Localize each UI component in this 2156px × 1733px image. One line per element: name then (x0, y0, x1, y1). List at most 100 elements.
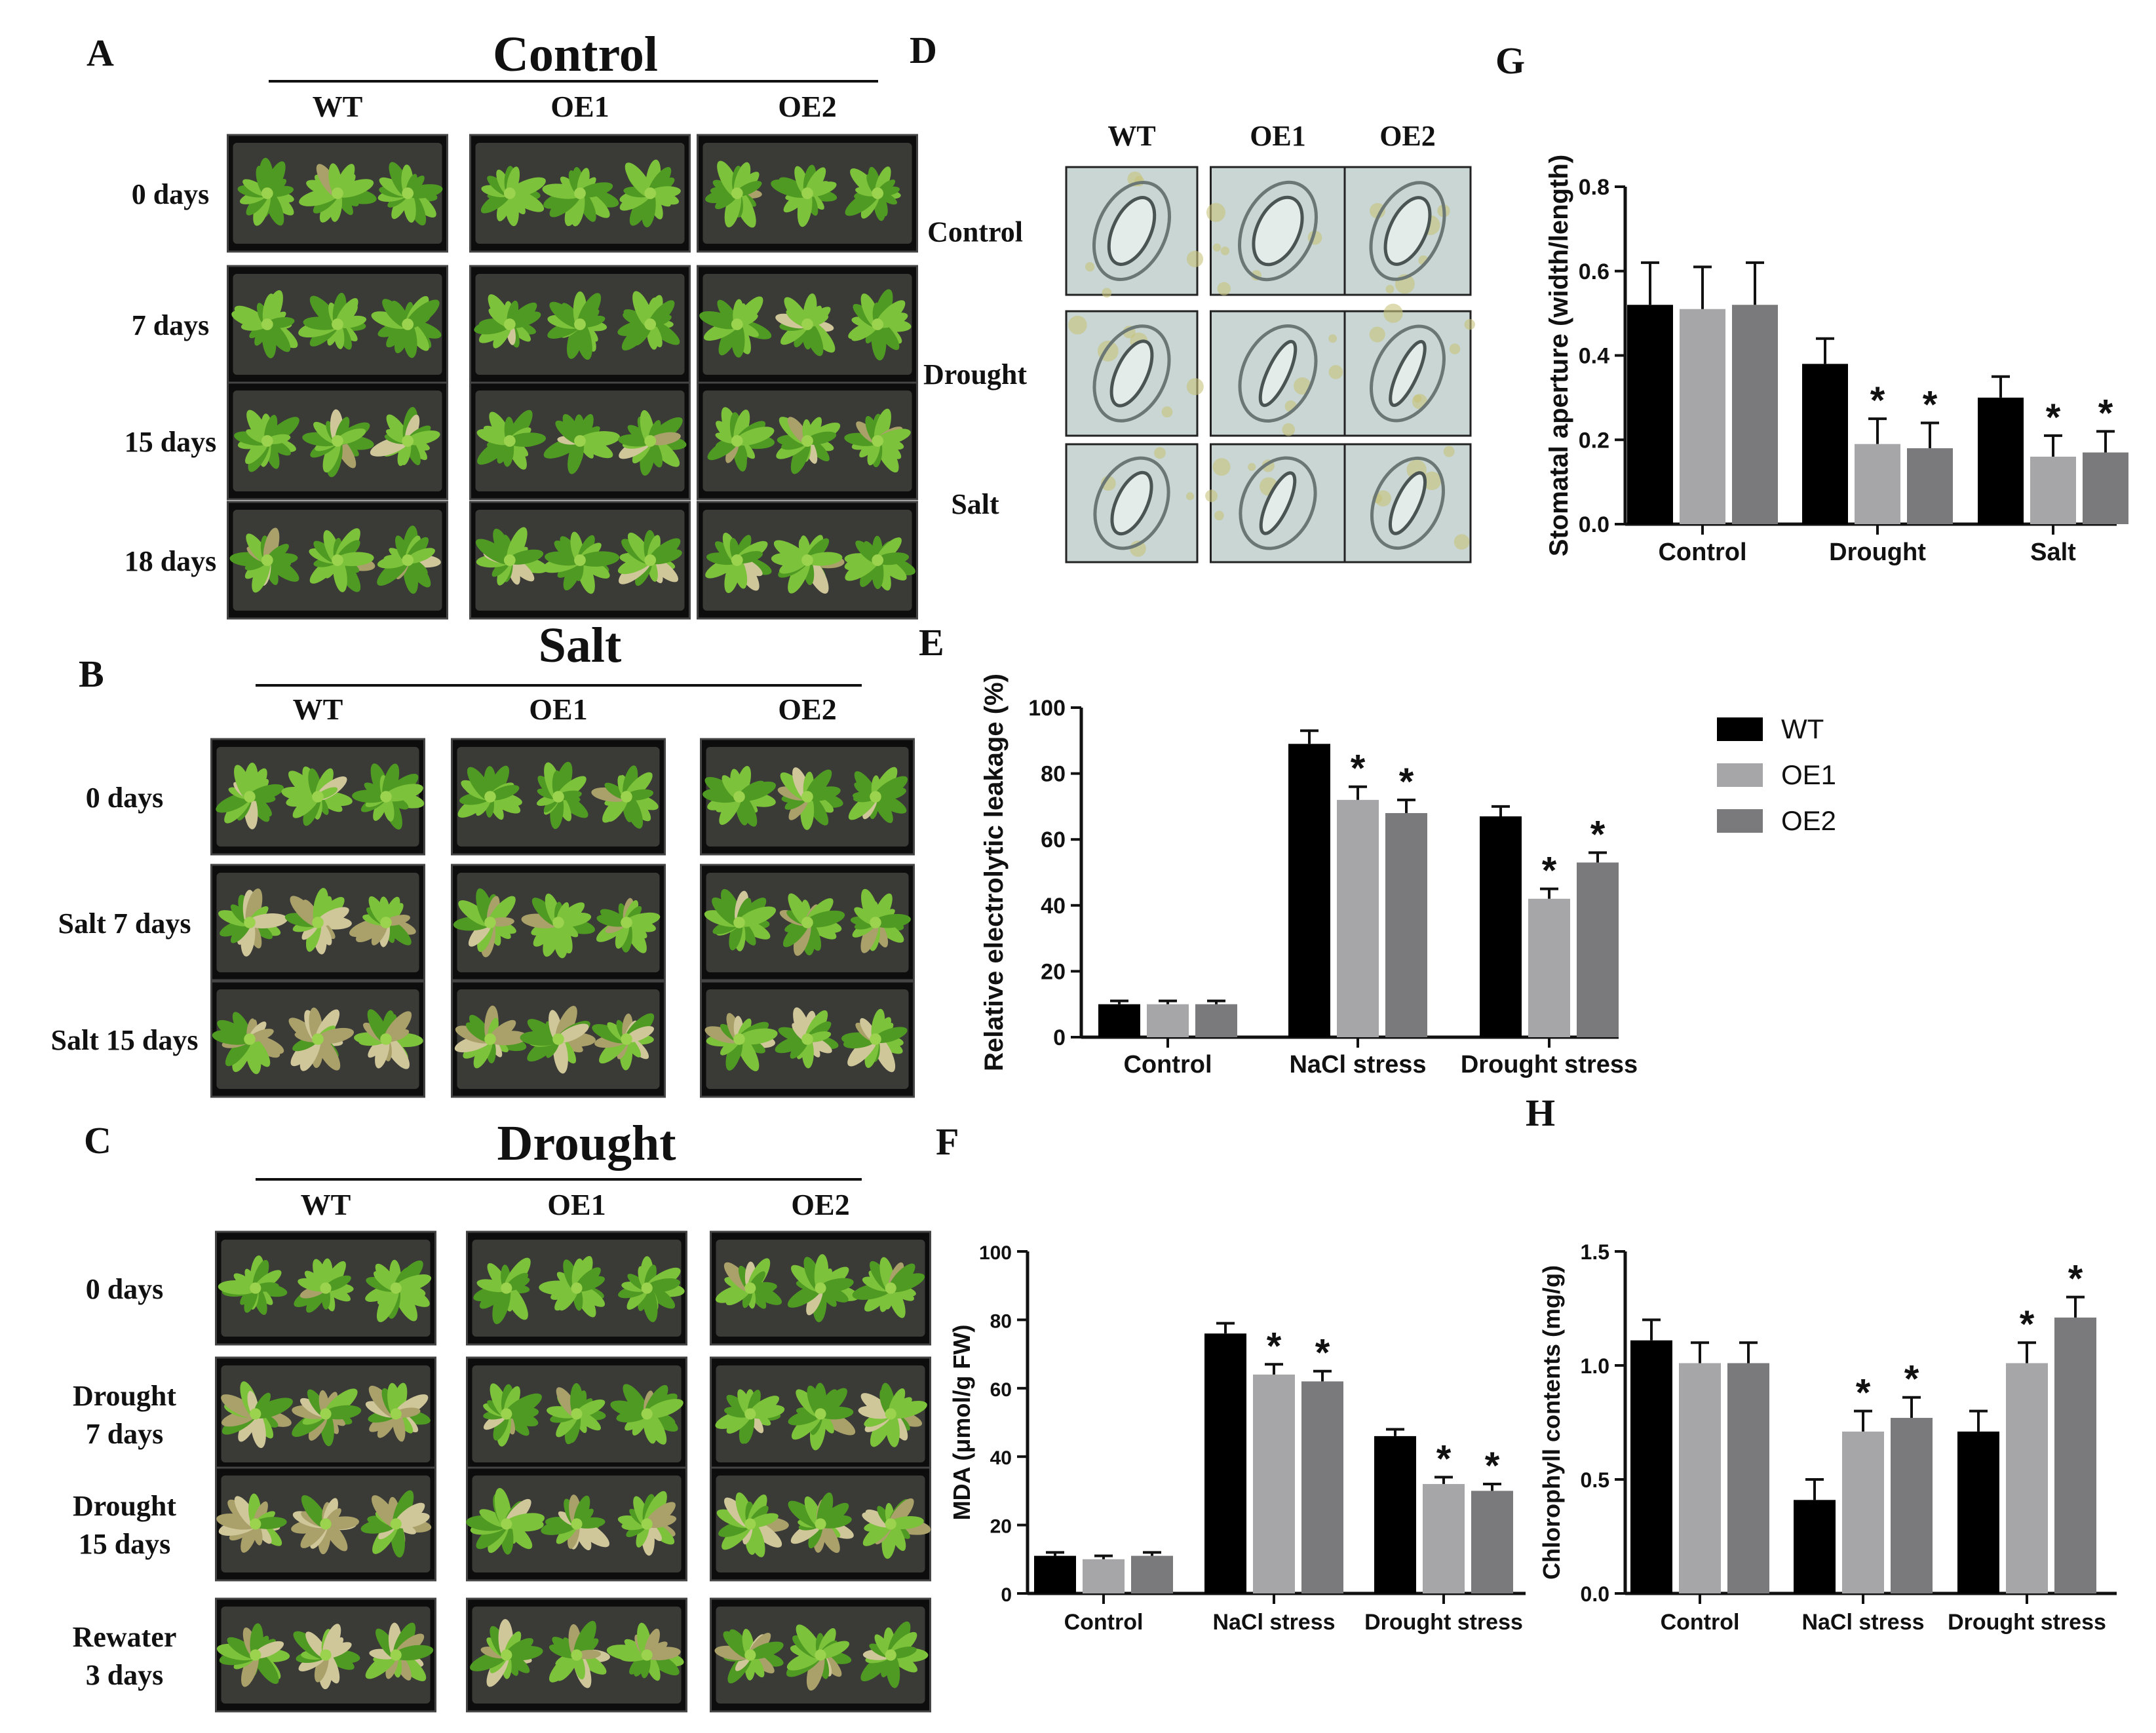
bar-wt (1957, 1431, 1999, 1593)
panel-d-micrograph (1205, 443, 1346, 563)
chloroplast-mark (1422, 471, 1442, 491)
y-tick-label: 40 (990, 1447, 1012, 1469)
stomatal-pore (1107, 196, 1157, 266)
rosette-center (731, 187, 743, 199)
panel-a-photo (697, 381, 918, 501)
chloroplast-mark (1186, 250, 1204, 267)
leaf-mark (508, 549, 544, 565)
x-tick-label: Control (1123, 1051, 1212, 1078)
leaf-mark (796, 1624, 823, 1660)
panel-b-photo (451, 738, 666, 856)
leaf-mark (248, 784, 284, 801)
rosette-center (733, 791, 745, 803)
rosette-center (801, 187, 813, 199)
rosette-center (731, 554, 743, 566)
rosette-center (484, 791, 496, 803)
leaf-mark (805, 910, 845, 928)
leaf-mark (748, 1641, 784, 1660)
panel-c-row-label: 3 days (86, 1659, 164, 1691)
bar-oe2 (1727, 1363, 1769, 1593)
panel-a-title: Control (493, 27, 658, 82)
leaf-mark (625, 1026, 654, 1043)
panel-c-photo (710, 1466, 931, 1582)
rosette-center (801, 318, 813, 330)
bar-oe2 (1732, 305, 1778, 524)
y-tick-label: 20 (990, 1516, 1012, 1538)
panel-g-letter: G (1495, 39, 1525, 82)
chloroplast-mark (1328, 365, 1343, 379)
rosette-center (574, 187, 586, 199)
legend-swatch-oe1 (1717, 763, 1763, 787)
stomatal-pore (1388, 471, 1427, 535)
bar-wt (1627, 305, 1673, 524)
leaf-mark (575, 1276, 605, 1292)
bar-oe2 (1471, 1491, 1513, 1593)
rosette-center (380, 917, 392, 928)
rosette-center (250, 1408, 261, 1420)
rosette-center (244, 917, 256, 928)
panel-a-photo (469, 265, 691, 384)
rosette-center (621, 791, 632, 803)
bar-oe2 (2054, 1317, 2096, 1593)
leaf-mark (508, 311, 541, 328)
rosette-center (801, 435, 813, 447)
significance-mark: * (1904, 1358, 1919, 1401)
panel-d-micrograph (1206, 166, 1346, 296)
significance-mark: * (2068, 1258, 2083, 1301)
bar-wt (1630, 1340, 1672, 1593)
rosette-center (484, 1033, 496, 1045)
guard-cell-outer (1370, 324, 1446, 423)
rosette-center (870, 1033, 881, 1045)
y-tick-label: 0 (1053, 1025, 1066, 1050)
panel-d-micrograph (1343, 303, 1475, 437)
panel-c-row-label: Rewater (73, 1621, 177, 1653)
panel-c-photo (215, 1597, 436, 1713)
leaf-mark (336, 552, 374, 567)
panel-a-photo (697, 134, 918, 253)
chart-e: 0 20 40 60 80 100 Relative electrolytic leakag… (980, 674, 1638, 1078)
y-axis-label: MDA (μmol/g FW) (948, 1325, 975, 1521)
rosette-center (261, 435, 273, 447)
leaf-mark (504, 1513, 545, 1530)
rosette-center (390, 1408, 402, 1420)
rosette-center (552, 791, 564, 803)
rosette-center (402, 318, 414, 330)
panel-a-photo (697, 265, 918, 384)
rosette-center (571, 1649, 583, 1661)
chloroplast-mark (1464, 318, 1475, 330)
leaf-mark (818, 1406, 854, 1420)
rosette-center (744, 1282, 756, 1294)
bar-oe1 (1842, 1431, 1884, 1593)
leaf-mark (324, 1516, 360, 1530)
leaf-mark (874, 1027, 908, 1043)
rosette-center (815, 1408, 826, 1420)
panel-b-column-label: OE2 (778, 693, 836, 726)
leaf-mark (336, 428, 366, 445)
chloroplast-mark (1186, 378, 1204, 396)
leaf-mark (578, 182, 613, 198)
chloroplast-mark (1383, 303, 1403, 323)
y-axis-label: Relative electrolytic leakage (%) (980, 674, 1009, 1071)
leaf-mark (737, 1028, 778, 1045)
panel-a-letter: A (87, 31, 114, 74)
chloroplast-mark (1282, 423, 1296, 436)
panel-c-row-label: Drought (73, 1380, 176, 1412)
significance-mark: * (1315, 1332, 1330, 1375)
chloroplast-mark (1453, 534, 1470, 550)
panel-b-photo (700, 864, 915, 981)
rosette-center (744, 1518, 756, 1530)
leaf-mark (625, 789, 654, 801)
bar-wt (1034, 1555, 1076, 1593)
stomatal-pore (1258, 339, 1298, 408)
rosette-center (574, 318, 586, 330)
rosette-center (244, 791, 256, 803)
y-tick-label: 100 (979, 1242, 1012, 1264)
chloroplast-mark (1068, 315, 1087, 335)
rosette-center (571, 1408, 583, 1420)
rosette-center (815, 1282, 826, 1294)
y-tick-label: 40 (1041, 894, 1066, 919)
rosette-center (390, 1649, 402, 1661)
x-tick-label: NaCl stress (1801, 1610, 1924, 1635)
